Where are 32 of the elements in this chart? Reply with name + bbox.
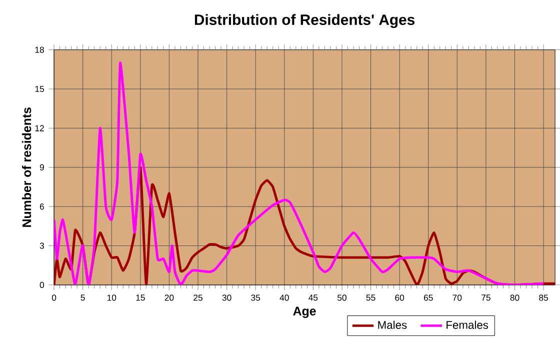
y-tick-label: 9 (40, 164, 44, 170)
x-tick-label: 20 (164, 294, 174, 301)
x-tick-label: 80 (510, 294, 520, 301)
x-tick-label: 85 (539, 294, 548, 301)
y-tick-label: 3 (40, 242, 44, 249)
y-tick-label: 0 (40, 282, 44, 288)
x-tick-label: 5 (80, 294, 85, 301)
x-tick-label: 35 (251, 294, 260, 301)
x-tick-label: 30 (222, 294, 232, 301)
x-tick-label: 50 (337, 294, 346, 301)
x-tick-label: 55 (366, 294, 376, 301)
x-tick-label: 40 (280, 294, 289, 301)
x-tick-label: 10 (107, 294, 116, 301)
y-tick-label: 12 (35, 125, 44, 132)
y-tick-label: 15 (35, 86, 44, 92)
legend-label: Males (378, 320, 407, 329)
y-axis-title: Number of residents (22, 108, 32, 227)
x-tick-label: 75 (482, 294, 490, 301)
y-tick-label: 18 (35, 46, 44, 53)
y-tick-label: 6 (40, 203, 44, 210)
x-tick-label: 15 (136, 294, 145, 301)
line-series (54, 166, 556, 285)
x-tick-label: 70 (452, 294, 462, 301)
x-tick-label: 45 (308, 294, 318, 301)
x-tick-label: 25 (194, 294, 202, 301)
legend-label: Females (446, 320, 488, 329)
x-axis-title: Age (293, 306, 316, 318)
x-tick-label: 0 (52, 294, 56, 301)
x-tick-label: 65 (424, 294, 433, 301)
chart-title: Distribution of Residents' Ages (194, 14, 414, 28)
line-series (54, 62, 545, 285)
x-tick-label: 60 (395, 294, 404, 301)
